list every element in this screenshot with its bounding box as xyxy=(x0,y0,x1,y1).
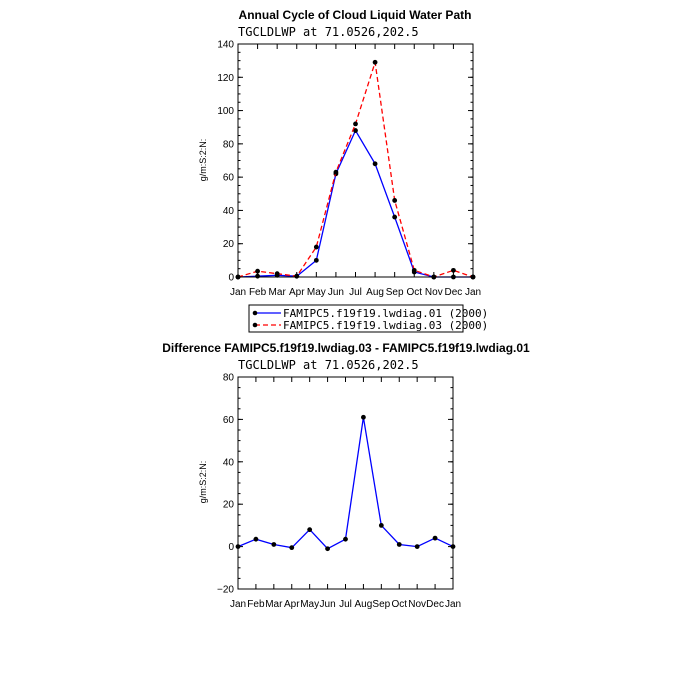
x-tick-label: Oct xyxy=(406,287,422,298)
x-tick-label: Dec xyxy=(426,599,444,610)
chart2-ylabel: g/m:S:2:N: xyxy=(198,461,208,504)
y-tick-label: 0 xyxy=(228,273,234,284)
x-tick-label: May xyxy=(300,599,319,610)
data-point xyxy=(392,198,398,203)
y-tick-label: 80 xyxy=(223,139,235,150)
chart2-axes xyxy=(237,376,454,590)
data-point xyxy=(313,244,319,250)
data-point xyxy=(378,523,384,528)
y-tick-label: 20 xyxy=(223,500,235,511)
x-tick-label: Jan xyxy=(445,599,461,610)
data-point xyxy=(392,214,398,220)
chart1-title: Annual Cycle of Cloud Liquid Water Path xyxy=(239,8,472,22)
difference-chart: Difference FAMIPC5.f19f19.lwdiag.03 - FA… xyxy=(162,341,530,610)
y-tick-label: 60 xyxy=(223,173,235,184)
y-tick-label: −20 xyxy=(217,585,234,596)
y-tick-label: 40 xyxy=(223,206,235,217)
x-tick-label: Nov xyxy=(425,287,443,298)
chart2-frame xyxy=(237,376,454,590)
x-tick-label: Dec xyxy=(445,287,463,298)
legend-marker-03 xyxy=(252,322,258,328)
x-tick-label: Jul xyxy=(339,599,352,610)
series-line xyxy=(237,62,474,278)
x-tick-label: Jul xyxy=(349,287,362,298)
data-point xyxy=(255,268,260,274)
data-point xyxy=(333,169,339,175)
data-point xyxy=(274,271,280,277)
legend-box xyxy=(248,304,464,333)
x-tick-label: Mar xyxy=(269,287,287,298)
data-point xyxy=(343,536,348,542)
y-tick-label: 0 xyxy=(228,542,234,553)
data-point xyxy=(271,542,277,547)
y-tick-label: 40 xyxy=(223,457,235,468)
x-tick-label: Aug xyxy=(366,287,384,298)
x-tick-label: Apr xyxy=(289,287,305,298)
y-tick-label: 100 xyxy=(217,106,234,117)
x-tick-label: May xyxy=(307,287,326,298)
chart1-axes xyxy=(237,43,474,278)
chart1-series xyxy=(235,59,476,280)
chart2-series xyxy=(235,414,456,552)
legend: FAMIPC5.f19f19.lwdiag.01 (2000) FAMIPC5.… xyxy=(248,304,488,333)
data-point xyxy=(307,527,313,533)
x-tick-label: Feb xyxy=(247,599,265,610)
legend-label-01: FAMIPC5.f19f19.lwdiag.01 (2000) xyxy=(283,307,488,320)
y-tick-label: 20 xyxy=(223,239,235,250)
legend-label-03: FAMIPC5.f19f19.lwdiag.03 (2000) xyxy=(283,319,488,332)
x-tick-label: Jun xyxy=(328,287,344,298)
x-tick-label: Nov xyxy=(408,599,426,610)
data-point xyxy=(372,161,378,167)
chart2-title: Difference FAMIPC5.f19f19.lwdiag.03 - FA… xyxy=(162,341,530,355)
x-tick-label: Jun xyxy=(320,599,336,610)
chart1-x-tick-labels: Jan Feb Mar Apr May Jun Jul Aug Sep Oct Nov Dec Jan xyxy=(230,287,481,298)
y-tick-label: 140 xyxy=(217,40,234,51)
data-point xyxy=(414,544,420,549)
data-point xyxy=(325,546,330,552)
data-point xyxy=(432,535,438,541)
chart1-frame xyxy=(237,43,474,278)
y-tick-label: 80 xyxy=(223,373,235,384)
x-tick-label: Jan xyxy=(230,287,246,298)
y-tick-label: 60 xyxy=(223,415,235,426)
data-point xyxy=(451,267,456,273)
x-tick-label: Sep xyxy=(386,287,404,298)
x-tick-label: Feb xyxy=(249,287,267,298)
chart1-subtitle: TGCLDLWP at 71.0526,202.5 xyxy=(238,25,419,39)
data-point xyxy=(353,121,358,127)
data-point xyxy=(313,257,319,263)
chart2-y-tick-labels: −20 0 20 40 60 80 xyxy=(217,373,234,596)
x-tick-label: Mar xyxy=(265,599,283,610)
x-tick-label: Apr xyxy=(284,599,300,610)
data-point xyxy=(253,536,259,542)
data-point xyxy=(294,273,300,279)
x-tick-label: Sep xyxy=(372,599,390,610)
chart1-y-tick-labels: 0 20 40 60 80 100 120 140 xyxy=(217,40,234,284)
series-line xyxy=(237,417,454,550)
x-tick-label: Jan xyxy=(465,287,481,298)
data-point xyxy=(255,273,260,279)
annual-cycle-chart: Annual Cycle of Cloud Liquid Water Path … xyxy=(198,8,481,298)
chart2-subtitle: TGCLDLWP at 71.0526,202.5 xyxy=(238,358,419,372)
chart1-ylabel: g/m:S:2:N: xyxy=(198,139,208,182)
legend-marker-01 xyxy=(252,310,258,316)
data-point xyxy=(289,545,295,551)
x-tick-label: Jan xyxy=(230,599,246,610)
data-point xyxy=(372,59,378,65)
chart2-x-tick-labels: Jan Feb Mar Apr May Jun Jul Aug Sep Oct Nov Dec Jan xyxy=(230,599,461,610)
data-point xyxy=(396,542,402,547)
series-line xyxy=(237,129,473,278)
x-tick-label: Aug xyxy=(355,599,373,610)
x-tick-label: Oct xyxy=(391,599,407,610)
data-point xyxy=(353,128,358,133)
data-point xyxy=(361,414,366,420)
y-tick-label: 120 xyxy=(217,73,234,84)
data-point xyxy=(411,267,417,273)
